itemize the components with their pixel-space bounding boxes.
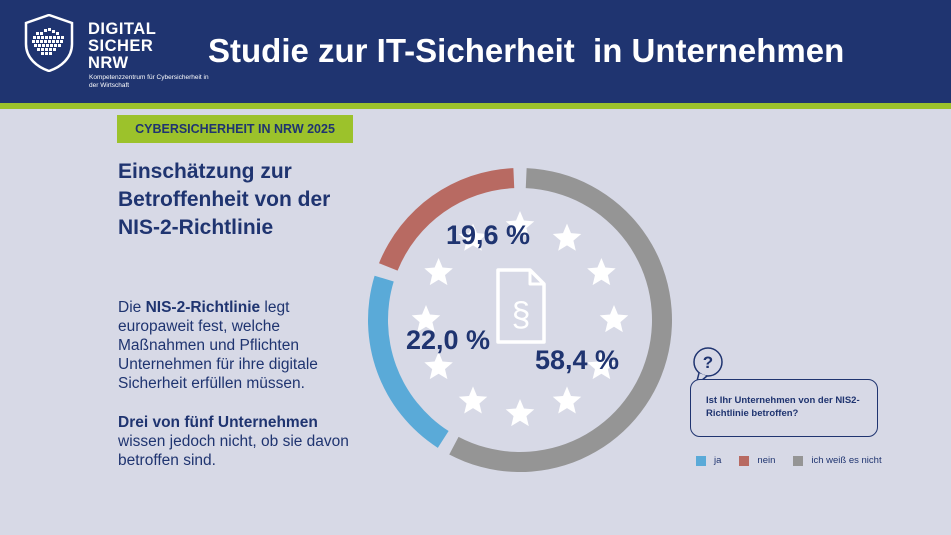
logo-wordmark: DIGITAL SICHER NRW [88, 21, 156, 72]
logo-line-2: SICHER [88, 37, 154, 55]
legend-label-nein: nein [757, 455, 776, 466]
header-accent-stripe [0, 103, 951, 109]
donut-segment-unknown [449, 168, 672, 473]
highlight-bold: Drei von fünf Unternehmen [118, 414, 318, 431]
star-icon [599, 305, 629, 333]
description-highlight: Drei von fünf Unternehmen wissen jedoch … [118, 413, 358, 470]
svg-text:?: ? [703, 353, 713, 372]
donut-segment-ja [368, 275, 449, 448]
star-icon [505, 211, 535, 239]
star-icon [458, 386, 488, 414]
question-text: Ist Ihr Unternehmen von der NIS2-Richtli… [706, 395, 860, 419]
value-label-unknown: 58,4 % [535, 345, 620, 375]
legend-item-unknown: ich weiß es nicht [793, 455, 882, 466]
star-icon [587, 258, 616, 286]
value-label-ja: 22,0 % [406, 325, 491, 355]
star-icon [552, 386, 582, 414]
legend-swatch-nein [739, 455, 750, 466]
chart-legend: ja nein ich weiß es nicht [696, 455, 900, 466]
star-icon [458, 223, 488, 251]
star-icon [552, 223, 582, 251]
eu-stars [411, 211, 629, 427]
desc-bold-term: NIS-2-Richtlinie [145, 299, 261, 316]
logo-line-3: NRW [88, 54, 129, 72]
value-label-nein: 19,6 % [446, 220, 531, 250]
question-bubble [690, 379, 878, 437]
legend-label-ja: ja [714, 455, 722, 466]
legend-swatch-ja [696, 455, 706, 466]
shield-logo-icon [24, 14, 74, 72]
legend-swatch-unknown [793, 455, 804, 466]
donut-segments [368, 168, 672, 473]
donut-segment-nein [379, 168, 515, 271]
star-icon [424, 352, 453, 380]
document-paragraph-icon: § [496, 268, 546, 344]
highlight-suffix: wissen jedoch nicht, ob sie davon betrof… [118, 433, 349, 469]
star-icon [587, 352, 616, 380]
logo-line-1: DIGITAL [88, 20, 157, 38]
page-title: Studie zur IT-Sicherheit in Unternehmen [208, 32, 845, 69]
category-badge: CYBERSICHERHEIT IN NRW 2025 [117, 115, 353, 143]
legend-label-unknown: ich weiß es nicht [811, 455, 882, 466]
legend-item-ja: ja [696, 455, 721, 466]
desc-suffix: legt europaweit fest, welche Maßnahmen u… [118, 299, 318, 392]
header-bar [0, 0, 951, 103]
section-title: Einschätzung zur Betroffenheit von der N… [118, 160, 331, 239]
star-icon [505, 399, 535, 427]
donut-chart: § [368, 168, 672, 473]
legend-item-nein: nein [739, 455, 775, 466]
star-icon [424, 258, 453, 286]
svg-text:§: § [512, 296, 531, 334]
description-text: Die NIS-2-Richtlinie legt europaweit fes… [118, 298, 358, 393]
desc-prefix: Die [118, 299, 146, 316]
star-icon [411, 305, 441, 333]
logo-subtitle: Kompetenzzentrum für Cybersicherheit in … [89, 74, 209, 89]
